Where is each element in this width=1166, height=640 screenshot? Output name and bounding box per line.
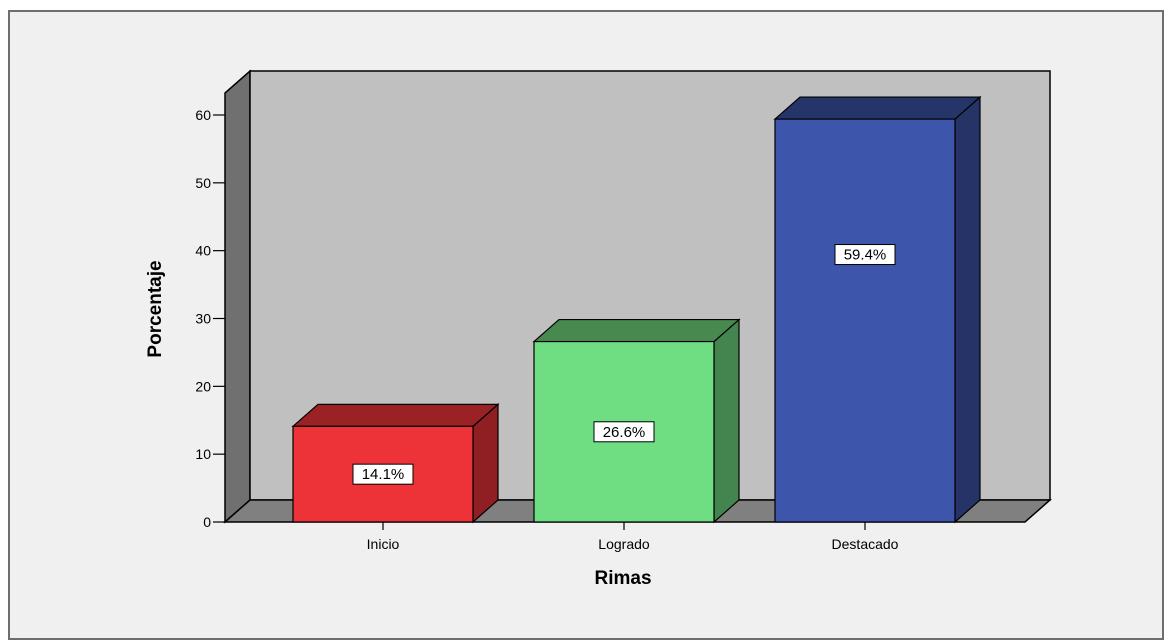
x-tick-label: Logrado	[598, 536, 650, 552]
bar-inicio: 14.1%	[291, 403, 500, 524]
data-label-box	[352, 463, 414, 485]
y-tick-label: 50	[195, 175, 211, 191]
y-axis: 0 10 20 30 40 50 60	[195, 107, 225, 530]
bar-side-face	[713, 318, 740, 524]
bar-top-face	[532, 318, 741, 343]
data-label: 14.1%	[362, 466, 405, 483]
y-tick-label: 30	[195, 311, 211, 327]
data-label: 26.6%	[603, 424, 646, 441]
y-axis-title: Porcentaje	[145, 260, 166, 357]
bar-side-face	[954, 95, 981, 524]
bar-front-face	[774, 118, 956, 523]
y-tick-label: 60	[195, 107, 211, 123]
x-axis: Inicio Logrado Destacado	[367, 522, 899, 552]
bar-logrado: 26.6%	[532, 318, 741, 524]
bar-top-face	[773, 96, 982, 120]
bars: 14.1% 26.6% 59.4%	[291, 95, 982, 524]
y-tick-label: 40	[195, 243, 211, 259]
data-label-box	[593, 421, 655, 443]
y-tick-label: 10	[195, 446, 211, 462]
side-wall	[224, 69, 251, 524]
bar-destacado: 59.4%	[773, 95, 982, 524]
data-label-box	[834, 244, 896, 266]
y-tick-label: 20	[195, 378, 211, 394]
x-tick-label: Inicio	[367, 536, 400, 552]
y-tick-label: 0	[203, 514, 211, 530]
data-label: 59.4%	[844, 247, 887, 264]
x-axis-title: Rimas	[594, 568, 651, 589]
bar-top-face	[291, 403, 500, 427]
x-tick-label: Destacado	[832, 536, 899, 552]
